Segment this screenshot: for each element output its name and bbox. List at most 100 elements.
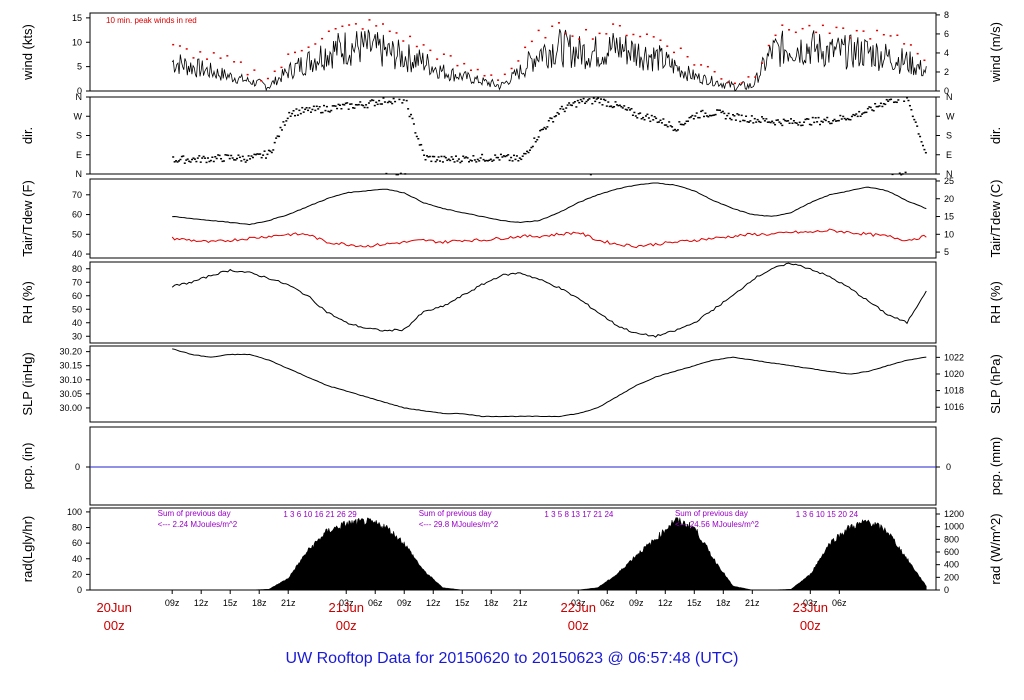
dir-point xyxy=(644,115,647,117)
ylabel-right-pcp: pcp. (mm) xyxy=(988,437,1003,496)
dir-point xyxy=(508,159,511,162)
dir-point xyxy=(424,158,427,161)
wind-peak-point xyxy=(801,27,804,30)
dir-point xyxy=(630,107,633,110)
dir-point xyxy=(695,112,698,114)
dir-point xyxy=(218,154,221,157)
wind-peak-point xyxy=(855,29,858,32)
wind-peak-point xyxy=(348,24,351,26)
wind-peak-point xyxy=(882,33,885,36)
dir-point xyxy=(919,135,922,138)
dir-point xyxy=(325,105,328,108)
wind-peak-point xyxy=(246,73,249,76)
dir-point xyxy=(233,159,236,161)
dir-point xyxy=(341,103,344,106)
dir-point xyxy=(803,121,806,123)
rad-annotation: Sum of previous day xyxy=(675,509,748,518)
dir-point xyxy=(465,156,468,158)
dir-point xyxy=(586,99,589,101)
ytick-label-right: 400 xyxy=(944,560,959,570)
dir-point xyxy=(800,124,803,127)
wind-peak-point xyxy=(476,68,479,71)
ylabel-right-slp: SLP (hPa) xyxy=(988,354,1003,414)
ylabel-right-rad: rad (W/m^2) xyxy=(988,513,1003,584)
dir-point xyxy=(549,117,552,119)
dir-point xyxy=(494,154,497,156)
dir-point xyxy=(434,160,437,163)
dir-point xyxy=(711,114,714,117)
xtick-label: 15z xyxy=(455,598,470,608)
ytick-label-right: 5 xyxy=(944,247,949,257)
wind-peak-point xyxy=(185,48,188,50)
dir-point xyxy=(827,121,830,123)
dir-point xyxy=(299,112,302,115)
ytick-label-left: 30.15 xyxy=(59,361,82,371)
dir-point xyxy=(201,157,204,159)
dir-point xyxy=(517,159,520,162)
dir-point xyxy=(352,107,355,109)
dir-point xyxy=(589,173,592,176)
dir-point xyxy=(286,117,289,120)
wind-peak-point xyxy=(192,57,195,59)
dir-point xyxy=(468,160,471,163)
ytick-label-right: N xyxy=(946,92,953,102)
ylabel-right-temp: Tair/Tdew (C) xyxy=(988,179,1003,257)
dir-point xyxy=(518,157,521,159)
dir-point xyxy=(816,121,819,123)
dir-point xyxy=(533,137,536,139)
dir-point xyxy=(689,116,692,118)
dir-point xyxy=(404,173,407,175)
dir-point xyxy=(640,117,643,120)
dir-point xyxy=(852,113,855,116)
dir-point xyxy=(729,117,732,120)
dir-point xyxy=(568,102,571,104)
dir-point xyxy=(602,98,605,101)
wind-peak-point xyxy=(835,26,838,29)
wind-peak-point xyxy=(497,79,500,81)
dir-point xyxy=(250,155,253,157)
wind-peak-point xyxy=(456,64,459,67)
wind-peak-point xyxy=(280,66,283,69)
dir-point xyxy=(195,160,198,163)
dir-point xyxy=(736,113,739,115)
dir-point xyxy=(662,118,665,120)
dir-point xyxy=(795,122,798,124)
dir-point xyxy=(483,160,486,162)
wind-peak-point xyxy=(923,59,926,62)
rad-annotation: <--- 24.56 MJoules/m^2 xyxy=(675,520,760,529)
dir-point xyxy=(615,104,618,106)
wind-peak-point xyxy=(273,70,276,73)
dir-point xyxy=(734,119,737,121)
dir-point xyxy=(608,105,611,108)
dir-point xyxy=(315,105,318,108)
ytick-label-left: S xyxy=(76,131,82,141)
ytick-label-left: 40 xyxy=(72,554,82,564)
wind-peak-point xyxy=(449,55,452,57)
dir-point xyxy=(260,156,263,159)
wind-peak-point xyxy=(219,57,222,59)
dir-point xyxy=(475,161,478,163)
dir-point xyxy=(875,105,878,108)
dir-point xyxy=(344,102,347,105)
dir-point xyxy=(353,107,356,109)
dir-point xyxy=(710,114,713,117)
dir-point xyxy=(723,112,726,115)
dir-point xyxy=(453,161,456,163)
day-marker-date: 23Jun xyxy=(793,600,828,615)
dir-point xyxy=(652,119,655,121)
wind-peak-point xyxy=(842,27,845,29)
dir-point xyxy=(776,119,779,121)
ytick-label-left: 30.10 xyxy=(59,375,82,385)
dir-point xyxy=(410,113,413,116)
ytick-label-left: E xyxy=(76,150,82,160)
dir-point xyxy=(613,105,616,108)
dir-point xyxy=(634,115,637,117)
dir-point xyxy=(308,107,311,109)
dir-point xyxy=(247,155,250,157)
dir-point xyxy=(278,135,281,138)
wind-peak-point xyxy=(321,37,324,40)
wind-peak-point xyxy=(354,23,357,25)
dir-point xyxy=(581,100,584,103)
ytick-label-left: 0 xyxy=(77,585,82,595)
dir-point xyxy=(244,161,247,163)
